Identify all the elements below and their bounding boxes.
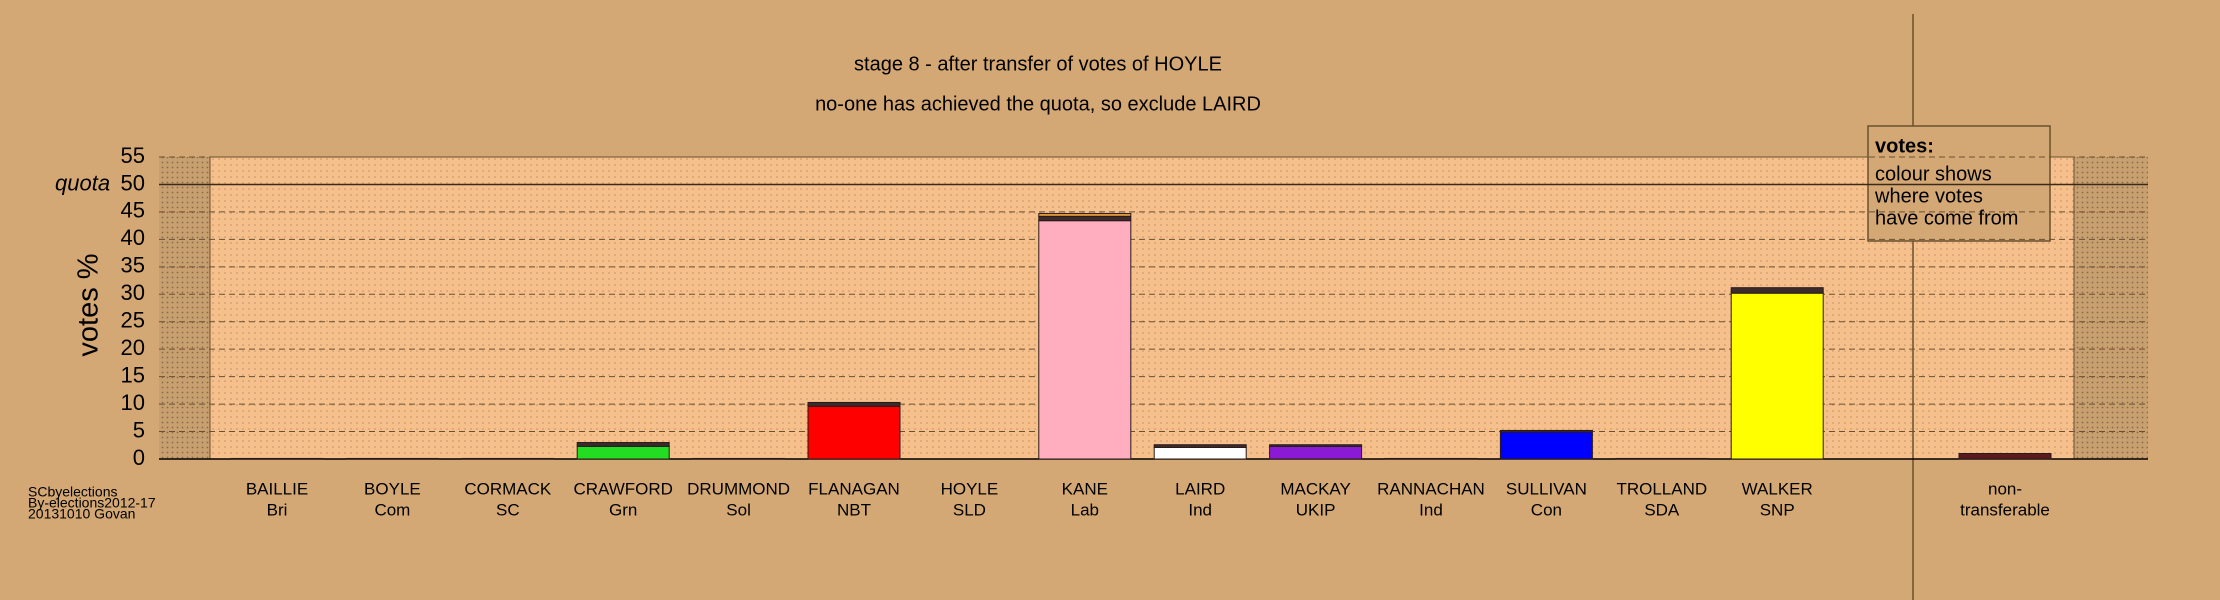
bar-segment bbox=[1499, 431, 1593, 460]
y-tick-label: 20 bbox=[121, 335, 145, 360]
bar-segment bbox=[1269, 445, 1363, 460]
party-label: Bri bbox=[267, 500, 288, 519]
side-shade bbox=[2074, 157, 2148, 459]
bar-segment bbox=[461, 457, 555, 460]
bar-segment bbox=[807, 405, 901, 460]
bar-segment bbox=[1038, 220, 1132, 460]
annotation-text: colour shows bbox=[1875, 163, 1992, 185]
party-label: UKIP bbox=[1296, 500, 1336, 519]
x-tick-label: MACKAY bbox=[1280, 479, 1351, 498]
party-label: SNP bbox=[1760, 500, 1795, 519]
x-tick-label: CORMACK bbox=[464, 479, 552, 498]
y-tick-label: 35 bbox=[121, 253, 145, 278]
annotation-box bbox=[1867, 125, 2051, 242]
bar-segment bbox=[345, 457, 439, 460]
y-tick-label: 50 bbox=[121, 170, 145, 195]
bar-segment bbox=[1153, 446, 1247, 460]
x-tick-label: CRAWFORD bbox=[573, 479, 672, 498]
party-label: transferable bbox=[1960, 500, 2050, 519]
bar-segment bbox=[1730, 287, 1824, 294]
bar-segment bbox=[1038, 213, 1132, 217]
x-tick-label: FLANAGAN bbox=[808, 479, 900, 498]
party-label: SDA bbox=[1644, 500, 1680, 519]
y-tick-label: 40 bbox=[121, 225, 145, 250]
x-tick-label: non- bbox=[1988, 479, 2022, 498]
annotation-text: where votes bbox=[1874, 185, 1983, 207]
y-tick-label: 30 bbox=[121, 280, 145, 305]
x-tick-label: BOYLE bbox=[364, 479, 421, 498]
bar-segment bbox=[1730, 292, 1824, 460]
party-label: Ind bbox=[1188, 500, 1212, 519]
party-label: SLD bbox=[953, 500, 986, 519]
y-tick-label: 15 bbox=[121, 362, 145, 387]
bar-segment bbox=[230, 457, 324, 460]
x-tick-label: HOYLE bbox=[941, 479, 999, 498]
annotation-text: votes: bbox=[1875, 135, 1934, 157]
bar-segment bbox=[807, 401, 901, 407]
bar-segment bbox=[1038, 215, 1132, 222]
annotation bbox=[1867, 125, 2051, 242]
x-tick-label: BAILLIE bbox=[246, 479, 308, 498]
footnote: 20131010 Govan bbox=[28, 506, 135, 522]
y-tick-label: 0 bbox=[133, 445, 145, 470]
party-label: Sol bbox=[726, 500, 751, 519]
y-axis-label: votes % bbox=[73, 253, 105, 356]
bar-segment bbox=[692, 457, 786, 460]
annotation-text: have come from bbox=[1875, 207, 2018, 229]
party-label: Ind bbox=[1419, 500, 1443, 519]
x-tick-label: DRUMMOND bbox=[687, 479, 790, 498]
y-tick-label: 45 bbox=[121, 198, 145, 223]
party-label: Con bbox=[1531, 500, 1562, 519]
side-shade bbox=[159, 157, 210, 459]
bar-segment bbox=[576, 445, 670, 460]
chart-title: stage 8 - after transfer of votes of HOY… bbox=[854, 53, 1222, 75]
bar-segment bbox=[576, 442, 670, 447]
bar-segment bbox=[1384, 457, 1478, 460]
bar-segment bbox=[1615, 457, 1709, 460]
x-tick-label: KANE bbox=[1062, 479, 1108, 498]
y-tick-label: 25 bbox=[121, 308, 145, 333]
footnote: SCbyelections bbox=[28, 484, 118, 500]
y-tick-label: 55 bbox=[121, 143, 145, 168]
bar-segment bbox=[1499, 429, 1593, 433]
bar-segment bbox=[1153, 444, 1247, 448]
party-label: Grn bbox=[609, 500, 637, 519]
footnote: By-elections2012-17 bbox=[28, 495, 156, 511]
bar-segment bbox=[1958, 453, 2052, 460]
party-label: Lab bbox=[1071, 500, 1099, 519]
x-tick-label: RANNACHAN bbox=[1377, 479, 1485, 498]
bar-segment bbox=[1269, 444, 1363, 447]
party-label: SC bbox=[496, 500, 520, 519]
x-tick-label: SULLIVAN bbox=[1506, 479, 1587, 498]
x-tick-label: TROLLAND bbox=[1616, 479, 1707, 498]
x-tick-label: WALKER bbox=[1742, 479, 1813, 498]
party-label: NBT bbox=[837, 500, 871, 519]
y-tick-label: 10 bbox=[121, 390, 145, 415]
quota-label: quota bbox=[55, 170, 110, 195]
y-tick-label: 5 bbox=[133, 417, 145, 442]
x-tick-label: LAIRD bbox=[1175, 479, 1225, 498]
chart-subtitle: no-one has achieved the quota, so exclud… bbox=[815, 93, 1261, 115]
party-label: Com bbox=[374, 500, 410, 519]
